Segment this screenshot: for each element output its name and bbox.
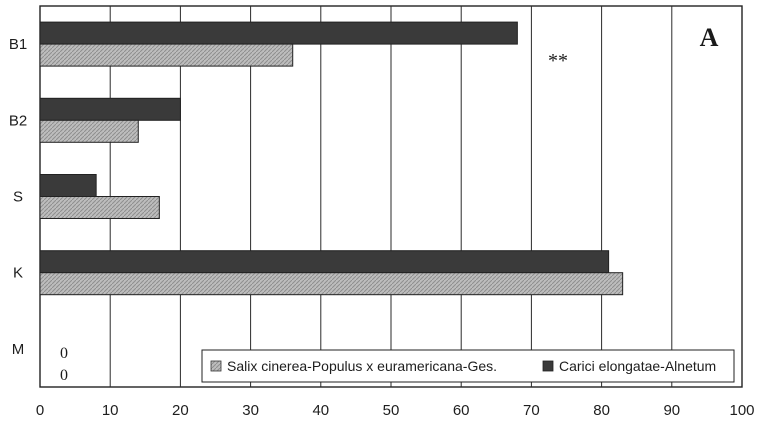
category-label: B2 — [9, 112, 27, 129]
legend-swatch-salix — [210, 360, 222, 372]
bars — [39, 21, 624, 296]
grid-lines — [109, 6, 673, 387]
x-tick-label: 90 — [663, 402, 680, 419]
legend-label-carici: Carici elongatae-Alnetum — [559, 358, 716, 374]
bar-salix — [39, 119, 139, 143]
legend-label-salix: Salix cinerea-Populus x euramericana-Ges… — [227, 358, 497, 374]
category-label: S — [13, 189, 23, 206]
x-tick-label: 40 — [312, 402, 329, 419]
x-tick-label: 60 — [453, 402, 470, 419]
bar-salix — [39, 196, 160, 219]
significance-annotation: ** — [548, 50, 568, 72]
category-label: K — [13, 265, 23, 282]
panel-label: A — [700, 23, 719, 52]
legend-swatch-carici — [542, 360, 554, 372]
legend: Salix cinerea-Populus x euramericana-Ges… — [201, 349, 735, 383]
zero-label-2: 0 — [60, 367, 68, 384]
bar-carici — [39, 250, 610, 274]
x-axis-ticks: 0 10 20 30 40 50 60 70 80 90 100 — [36, 402, 755, 419]
bar-carici — [39, 97, 181, 121]
bar-carici — [39, 174, 97, 197]
bar-salix — [39, 272, 624, 296]
category-label: M — [12, 341, 25, 358]
x-tick-label: 80 — [593, 402, 610, 419]
x-tick-label: 30 — [242, 402, 259, 419]
x-tick-label: 0 — [36, 402, 44, 419]
x-tick-label: 50 — [383, 402, 400, 419]
bar-salix — [39, 43, 294, 67]
category-labels: B1 B2 S K M — [9, 36, 27, 358]
x-tick-label: 10 — [102, 402, 119, 419]
x-tick-label: 20 — [172, 402, 189, 419]
bar-carici — [39, 21, 518, 45]
x-tick-label: 100 — [729, 402, 754, 419]
category-label: B1 — [9, 36, 27, 53]
legend-box — [201, 349, 735, 383]
zero-label-1: 0 — [60, 345, 68, 362]
x-tick-label: 70 — [523, 402, 540, 419]
